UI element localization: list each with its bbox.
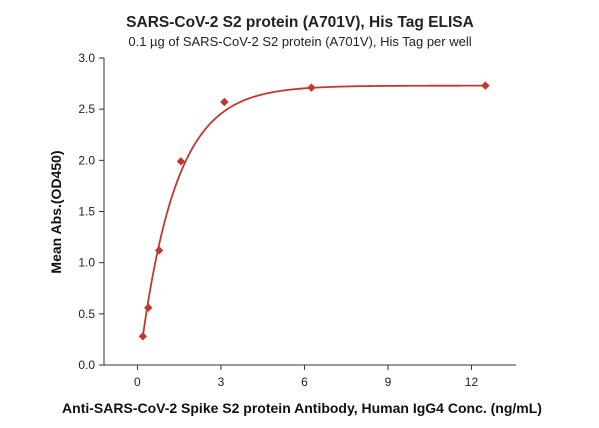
data-point bbox=[144, 303, 153, 312]
data-point bbox=[481, 81, 490, 90]
y-tick-label: 0.5 bbox=[78, 307, 95, 321]
data-point bbox=[220, 97, 229, 107]
axes: 0.0 0.5 1.0 1.5 2.0 2.5 3.0 0 3 6 9 12 bbox=[78, 51, 516, 389]
chart-title: SARS-CoV-2 S2 protein (A701V), His Tag E… bbox=[126, 14, 474, 31]
y-axis-label: Mean Abs.(OD450) bbox=[48, 150, 64, 273]
x-axis-label: Anti-SARS-CoV-2 Spike S2 protein Antibod… bbox=[62, 400, 542, 416]
data-point bbox=[154, 246, 164, 255]
x-tick-label: 6 bbox=[301, 375, 308, 389]
data-point bbox=[176, 157, 186, 166]
y-tick-label: 1.0 bbox=[78, 256, 95, 270]
fit-curve bbox=[141, 84, 486, 337]
x-tick-label: 0 bbox=[134, 375, 141, 389]
data-point bbox=[307, 83, 316, 92]
y-tick-label: 0.0 bbox=[78, 358, 95, 372]
x-tick-label: 3 bbox=[218, 375, 225, 389]
fit-curve-layer bbox=[141, 84, 486, 337]
y-tick-label: 2.5 bbox=[78, 102, 95, 116]
x-tick-label: 12 bbox=[465, 375, 479, 389]
chart-subtitle: 0.1 µg of SARS-CoV-2 S2 protein (A701V),… bbox=[128, 34, 471, 49]
y-tick-label: 3.0 bbox=[78, 51, 95, 65]
y-tick-label: 2.0 bbox=[78, 153, 95, 167]
data-points bbox=[138, 81, 490, 341]
x-tick-label: 9 bbox=[385, 375, 392, 389]
y-tick-label: 1.5 bbox=[78, 205, 95, 219]
data-point bbox=[138, 332, 148, 341]
